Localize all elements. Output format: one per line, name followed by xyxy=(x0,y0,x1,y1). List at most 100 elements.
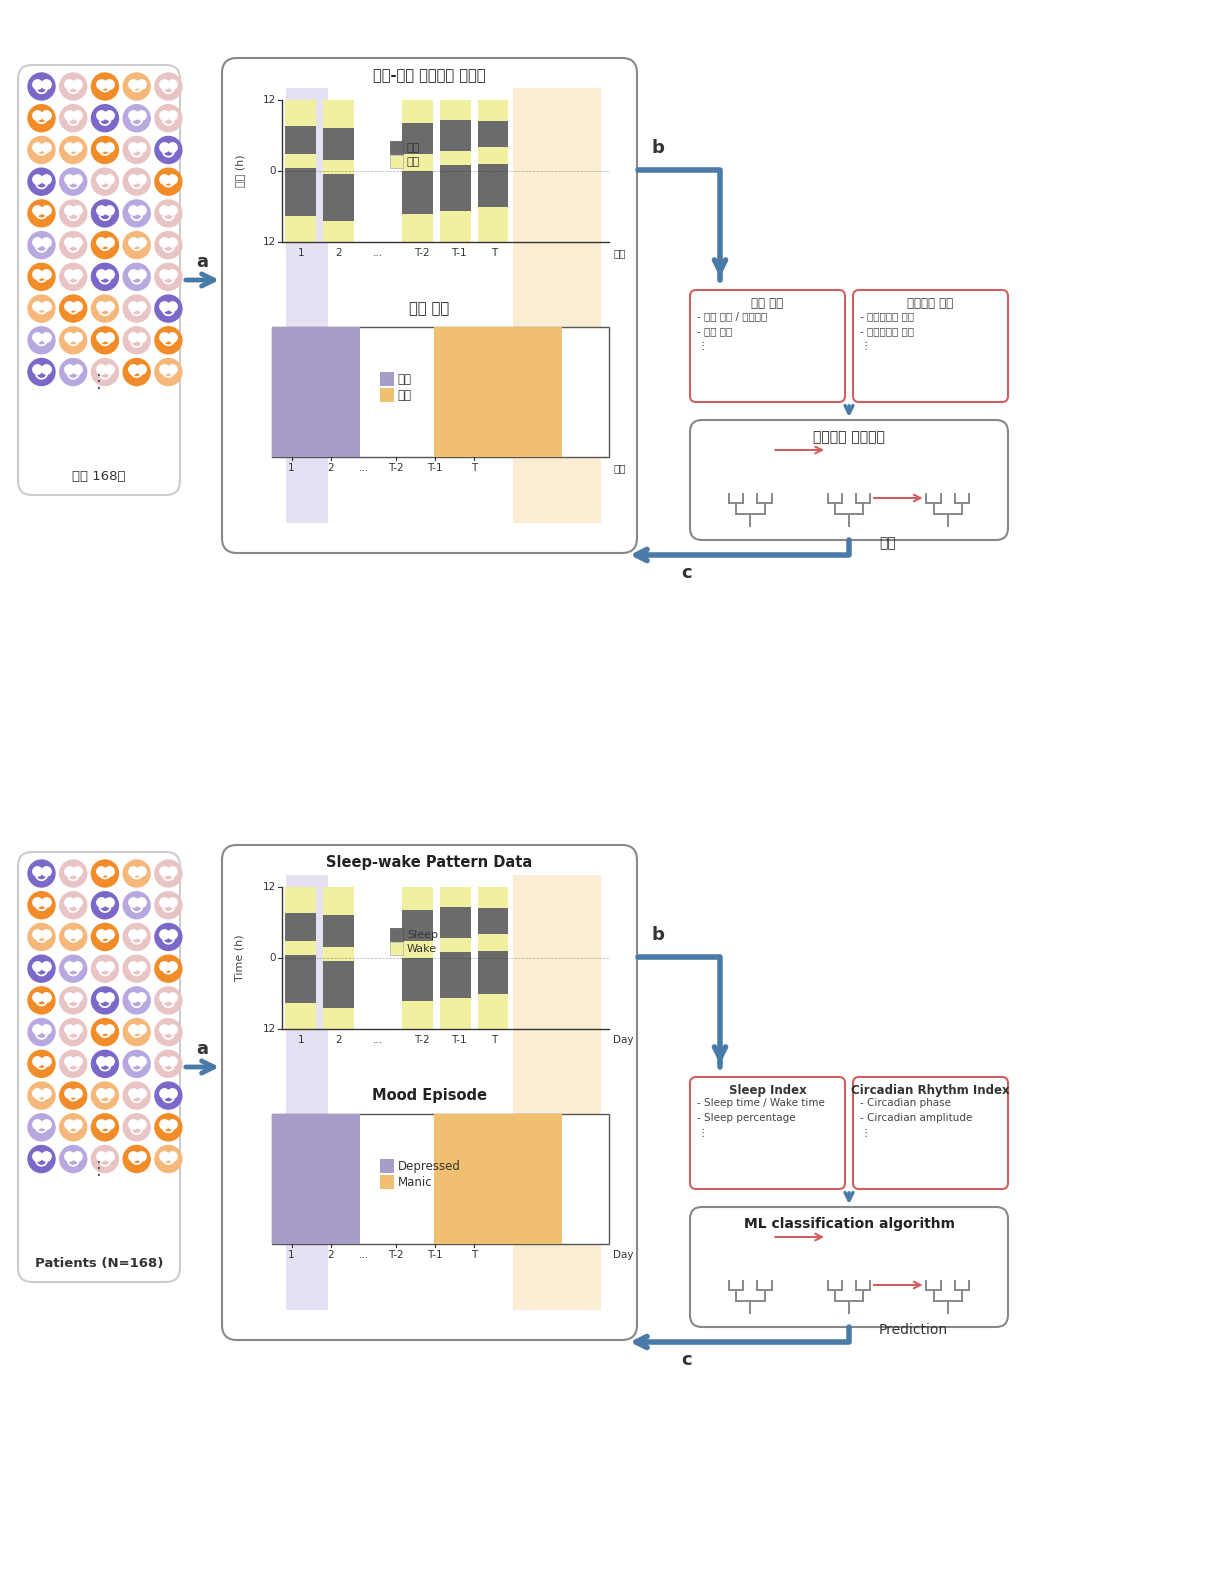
Bar xyxy=(441,953,471,997)
Circle shape xyxy=(123,169,150,195)
Text: 12: 12 xyxy=(263,236,276,247)
Circle shape xyxy=(91,200,118,227)
Circle shape xyxy=(60,295,86,321)
Circle shape xyxy=(28,169,55,195)
Text: Sleep: Sleep xyxy=(406,929,438,940)
Circle shape xyxy=(28,954,55,983)
Bar xyxy=(273,328,608,457)
Circle shape xyxy=(60,1051,86,1077)
Bar xyxy=(273,328,359,457)
Bar xyxy=(286,912,315,940)
Text: - Sleep time / Wake time
- Sleep percentage
⋮: - Sleep time / Wake time - Sleep percent… xyxy=(697,1098,825,1137)
Text: T-1: T-1 xyxy=(452,247,467,258)
Bar xyxy=(286,216,315,243)
Circle shape xyxy=(28,326,55,354)
Circle shape xyxy=(60,923,86,950)
Circle shape xyxy=(155,137,181,164)
Bar xyxy=(324,129,354,159)
Circle shape xyxy=(91,1019,118,1046)
Bar xyxy=(403,154,433,172)
Text: 수면: 수면 xyxy=(406,143,420,153)
Text: 수면 지표: 수면 지표 xyxy=(751,298,784,310)
Bar xyxy=(441,939,471,953)
FancyBboxPatch shape xyxy=(690,421,1008,540)
Text: a: a xyxy=(196,254,208,271)
Circle shape xyxy=(155,169,181,195)
Circle shape xyxy=(155,1082,181,1109)
Bar xyxy=(441,997,471,1028)
Circle shape xyxy=(155,200,181,227)
Text: Mood Episode: Mood Episode xyxy=(372,1088,487,1102)
Circle shape xyxy=(155,232,181,258)
Bar xyxy=(286,940,315,954)
Text: T-2: T-2 xyxy=(388,1251,404,1260)
Text: 울증: 울증 xyxy=(398,373,411,386)
Text: 2: 2 xyxy=(336,247,342,258)
Circle shape xyxy=(123,923,150,950)
Bar xyxy=(478,206,509,243)
Bar xyxy=(380,1159,394,1173)
FancyBboxPatch shape xyxy=(690,1206,1008,1328)
Bar xyxy=(403,940,433,958)
Circle shape xyxy=(60,104,86,132)
Text: 시간 (h): 시간 (h) xyxy=(235,154,245,187)
Bar xyxy=(403,958,433,1000)
Circle shape xyxy=(91,891,118,918)
Bar xyxy=(324,947,354,961)
Text: Depressed: Depressed xyxy=(398,1159,461,1173)
Text: Manic: Manic xyxy=(398,1177,432,1189)
Circle shape xyxy=(60,169,86,195)
Circle shape xyxy=(60,988,86,1014)
Text: 머신러닝 알고리즘: 머신러닝 알고리즘 xyxy=(813,430,885,444)
Circle shape xyxy=(60,359,86,386)
Bar xyxy=(478,121,509,146)
Circle shape xyxy=(155,1114,181,1140)
Text: T-1: T-1 xyxy=(427,463,443,472)
Text: 2: 2 xyxy=(327,1251,333,1260)
Bar xyxy=(441,887,471,907)
Text: Time (h): Time (h) xyxy=(235,934,245,981)
Bar xyxy=(286,88,329,523)
Bar xyxy=(324,99,354,129)
Circle shape xyxy=(28,359,55,386)
Bar xyxy=(441,151,471,165)
Bar xyxy=(478,909,509,934)
FancyBboxPatch shape xyxy=(690,290,845,402)
Circle shape xyxy=(155,359,181,386)
Text: Patients (N=168): Patients (N=168) xyxy=(35,1257,163,1271)
Circle shape xyxy=(91,137,118,164)
Circle shape xyxy=(60,1114,86,1140)
Text: 12: 12 xyxy=(263,1024,276,1035)
Circle shape xyxy=(155,923,181,950)
Text: Wake: Wake xyxy=(406,943,437,953)
Text: - 생체리든의 위상
- 생체리든의 진폭
⋮: - 생체리든의 위상 - 생체리든의 진폭 ⋮ xyxy=(860,310,914,351)
Circle shape xyxy=(60,891,86,918)
Circle shape xyxy=(155,295,181,321)
Bar xyxy=(403,214,433,243)
Bar xyxy=(441,211,471,243)
Circle shape xyxy=(60,200,86,227)
Text: 각성: 각성 xyxy=(406,156,420,167)
Circle shape xyxy=(155,1019,181,1046)
Circle shape xyxy=(28,200,55,227)
Bar xyxy=(403,123,433,154)
Bar xyxy=(389,928,403,942)
Circle shape xyxy=(155,988,181,1014)
Bar xyxy=(478,994,509,1028)
Circle shape xyxy=(60,1019,86,1046)
Bar xyxy=(441,120,471,151)
Text: 0: 0 xyxy=(269,165,276,176)
Circle shape xyxy=(91,104,118,132)
Text: Sleep-wake Pattern Data: Sleep-wake Pattern Data xyxy=(326,855,533,869)
Bar xyxy=(380,389,394,402)
Circle shape xyxy=(123,1019,150,1046)
Circle shape xyxy=(123,200,150,227)
Circle shape xyxy=(123,263,150,290)
Circle shape xyxy=(123,1145,150,1172)
Text: T: T xyxy=(471,1251,477,1260)
Circle shape xyxy=(28,1114,55,1140)
Bar xyxy=(286,169,315,216)
Text: Day: Day xyxy=(613,1251,634,1260)
Circle shape xyxy=(28,263,55,290)
Circle shape xyxy=(123,295,150,321)
